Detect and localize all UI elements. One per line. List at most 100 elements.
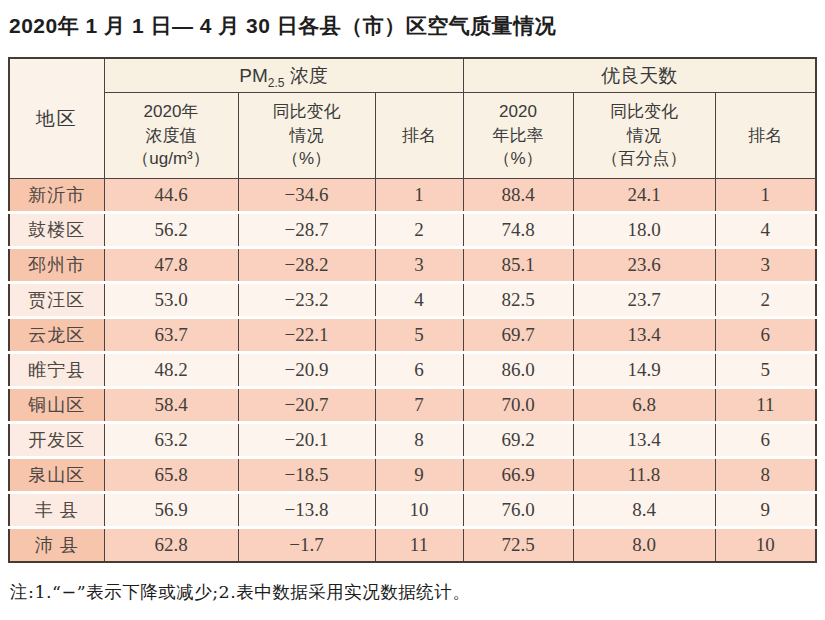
pm-value-cell: 47.8 bbox=[104, 248, 238, 283]
good-rank-cell: 4 bbox=[715, 213, 816, 248]
pm-group-suffix: 浓度 bbox=[284, 65, 327, 86]
pm-value-cell: 44.6 bbox=[104, 179, 238, 213]
pm-rank-cell: 9 bbox=[375, 458, 463, 493]
pm-rank-cell: 8 bbox=[375, 423, 463, 458]
pm-subscript: 2.5 bbox=[268, 75, 285, 89]
good-change-cell: 13.4 bbox=[573, 318, 715, 353]
region-cell: 丰 县 bbox=[9, 493, 104, 528]
good-rate-cell: 86.0 bbox=[463, 353, 573, 388]
pm-value-cell: 56.9 bbox=[104, 493, 238, 528]
pm-change-cell: −28.2 bbox=[238, 248, 375, 283]
table-row: 泉山区65.8−18.5966.911.88 bbox=[9, 458, 816, 493]
good-rank-cell: 9 bbox=[715, 493, 816, 528]
good-rate-cell: 88.4 bbox=[463, 179, 573, 213]
pm-rank-cell: 11 bbox=[375, 528, 463, 563]
pm-value-cell: 48.2 bbox=[104, 353, 238, 388]
good-rate-cell: 69.7 bbox=[463, 318, 573, 353]
table-row: 铜山区58.4−20.7770.06.811 bbox=[9, 388, 816, 423]
pm-label: PM bbox=[239, 65, 268, 86]
good-change-cell: 14.9 bbox=[573, 353, 715, 388]
good-rank-cell: 10 bbox=[715, 528, 816, 563]
footnote: 注:1.“−”表示下降或减少;2.表中数据采用实况数据统计。 bbox=[10, 580, 817, 604]
pm-rank-cell: 1 bbox=[375, 179, 463, 213]
header-group-row: 地区 PM2.5 浓度 优良天数 bbox=[9, 58, 816, 93]
region-cell: 泉山区 bbox=[9, 458, 104, 493]
pm-rank-cell: 4 bbox=[375, 283, 463, 318]
pm-change-cell: −23.2 bbox=[238, 283, 375, 318]
pm-change-cell: −20.1 bbox=[238, 423, 375, 458]
pm-change-cell: −20.7 bbox=[238, 388, 375, 423]
page: 2020年 1 月 1 日— 4 月 30 日各县（市）区空气质量情况 地区 P… bbox=[0, 0, 825, 620]
good-rank-cell: 5 bbox=[715, 353, 816, 388]
page-title: 2020年 1 月 1 日— 4 月 30 日各县（市）区空气质量情况 bbox=[9, 12, 817, 40]
table-row: 鼓楼区56.2−28.7274.818.04 bbox=[9, 213, 816, 248]
region-cell: 开发区 bbox=[9, 423, 104, 458]
pm-rank-cell: 7 bbox=[375, 388, 463, 423]
good-rank-cell: 3 bbox=[715, 248, 816, 283]
table-row: 丰 县56.9−13.81076.08.49 bbox=[9, 493, 816, 528]
table-row: 开发区63.2−20.1869.213.46 bbox=[9, 423, 816, 458]
column-header-good-rank: 排名 bbox=[715, 93, 816, 179]
table-row: 睢宁县48.2−20.9686.014.95 bbox=[9, 353, 816, 388]
pm-value-cell: 56.2 bbox=[104, 213, 238, 248]
column-header-pm-rank: 排名 bbox=[375, 93, 463, 179]
column-header-good-rate: 2020 年比率 （%） bbox=[463, 93, 573, 179]
region-cell: 沛 县 bbox=[9, 528, 104, 563]
good-rate-cell: 76.0 bbox=[463, 493, 573, 528]
good-change-cell: 24.1 bbox=[573, 179, 715, 213]
pm-change-cell: −22.1 bbox=[238, 318, 375, 353]
column-group-good-days: 优良天数 bbox=[463, 58, 816, 93]
region-cell: 邳州市 bbox=[9, 248, 104, 283]
column-header-good-change: 同比变化 情况 （百分点） bbox=[573, 93, 715, 179]
good-change-cell: 11.8 bbox=[573, 458, 715, 493]
pm-value-cell: 63.2 bbox=[104, 423, 238, 458]
region-cell: 新沂市 bbox=[9, 179, 104, 213]
column-group-pm25: PM2.5 浓度 bbox=[104, 58, 463, 93]
table-row: 邳州市47.8−28.2385.123.63 bbox=[9, 248, 816, 283]
good-change-cell: 13.4 bbox=[573, 423, 715, 458]
good-rate-cell: 72.5 bbox=[463, 528, 573, 563]
region-cell: 铜山区 bbox=[9, 388, 104, 423]
header-sub-row: 2020年 浓度值 （ug/m³） 同比变化 情况 （%） 排名 2020 年比… bbox=[9, 93, 816, 179]
column-header-pm-change: 同比变化 情况 （%） bbox=[238, 93, 375, 179]
good-rate-cell: 69.2 bbox=[463, 423, 573, 458]
good-rank-cell: 6 bbox=[715, 423, 816, 458]
pm-value-cell: 62.8 bbox=[104, 528, 238, 563]
good-rank-cell: 1 bbox=[715, 179, 816, 213]
region-cell: 鼓楼区 bbox=[9, 213, 104, 248]
good-rank-cell: 11 bbox=[715, 388, 816, 423]
good-rank-cell: 2 bbox=[715, 283, 816, 318]
good-rank-cell: 6 bbox=[715, 318, 816, 353]
good-rate-cell: 74.8 bbox=[463, 213, 573, 248]
region-cell: 云龙区 bbox=[9, 318, 104, 353]
good-rate-cell: 70.0 bbox=[463, 388, 573, 423]
good-change-cell: 23.6 bbox=[573, 248, 715, 283]
table-header: 地区 PM2.5 浓度 优良天数 2020年 浓度值 （ug/m³） 同比变化 … bbox=[9, 58, 816, 179]
pm-rank-cell: 2 bbox=[375, 213, 463, 248]
region-cell: 贾汪区 bbox=[9, 283, 104, 318]
good-change-cell: 8.0 bbox=[573, 528, 715, 563]
good-rate-cell: 66.9 bbox=[463, 458, 573, 493]
table-body: 新沂市44.6−34.6188.424.11鼓楼区56.2−28.7274.81… bbox=[9, 179, 816, 563]
good-rank-cell: 8 bbox=[715, 458, 816, 493]
good-rate-cell: 82.5 bbox=[463, 283, 573, 318]
table-row: 云龙区63.7−22.1569.713.46 bbox=[9, 318, 816, 353]
column-header-pm-value: 2020年 浓度值 （ug/m³） bbox=[104, 93, 238, 179]
pm-rank-cell: 10 bbox=[375, 493, 463, 528]
pm-change-cell: −1.7 bbox=[238, 528, 375, 563]
pm-value-cell: 63.7 bbox=[104, 318, 238, 353]
pm-change-cell: −28.7 bbox=[238, 213, 375, 248]
good-change-cell: 18.0 bbox=[573, 213, 715, 248]
pm-rank-cell: 5 bbox=[375, 318, 463, 353]
good-rate-cell: 85.1 bbox=[463, 248, 573, 283]
pm-value-cell: 53.0 bbox=[104, 283, 238, 318]
good-change-cell: 6.8 bbox=[573, 388, 715, 423]
table-row: 沛 县62.8−1.71172.58.010 bbox=[9, 528, 816, 563]
pm-rank-cell: 3 bbox=[375, 248, 463, 283]
pm-change-cell: −20.9 bbox=[238, 353, 375, 388]
good-change-cell: 23.7 bbox=[573, 283, 715, 318]
table-row: 贾汪区53.0−23.2482.523.72 bbox=[9, 283, 816, 318]
region-cell: 睢宁县 bbox=[9, 353, 104, 388]
pm-change-cell: −18.5 bbox=[238, 458, 375, 493]
pm-change-cell: −34.6 bbox=[238, 179, 375, 213]
